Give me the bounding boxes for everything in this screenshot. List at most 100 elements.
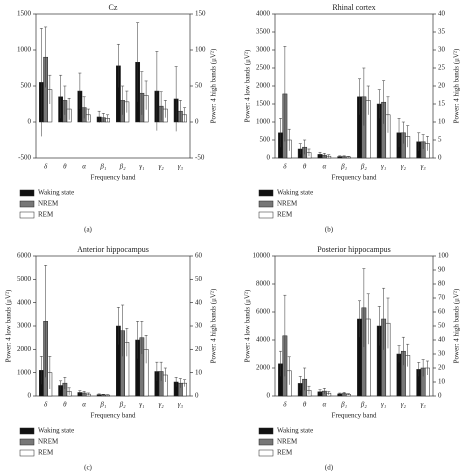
caption: (b) <box>325 226 334 234</box>
legend-swatch <box>258 427 274 435</box>
x-tick-label: γ₁ <box>139 401 144 409</box>
x-tick-label: δ <box>44 401 48 409</box>
y-tick-label: 2000 <box>17 345 32 353</box>
chart-title: Cz <box>109 3 118 12</box>
y-tick-label: 0 <box>267 154 271 162</box>
y-tick-label: 0 <box>267 392 271 400</box>
legend-swatch <box>19 449 35 457</box>
x-axis-label: Frequency band <box>91 174 136 182</box>
y2-tick-label: 0 <box>438 392 442 400</box>
y2-axis-label: Power: 4 high bands (μV²) <box>210 48 218 123</box>
x-tick-label: α <box>82 163 86 171</box>
x-axis-label: Frequency band <box>332 174 377 182</box>
y2-tick-label: 50 <box>195 82 203 90</box>
legend-swatch <box>258 438 274 446</box>
chart-title: Posterior hippocampus <box>317 245 391 254</box>
x-tick-label: β₁ <box>99 401 106 409</box>
x-tick-label: γ₂ <box>401 401 407 409</box>
y2-tick-label: 20 <box>195 345 203 353</box>
legend-label: NREM <box>38 200 59 208</box>
x-tick-label: γ₂ <box>159 401 165 409</box>
y-tick-label: 2000 <box>256 364 271 372</box>
y-axis-label: Power: 4 low bands (μV²) <box>244 49 252 122</box>
y2-tick-label: 0 <box>195 118 199 126</box>
y2-axis-label: Power: 4 high bands (μV²) <box>453 48 461 123</box>
y-axis-label: Power: 4 low bands (μV²) <box>244 289 252 362</box>
y2-tick-label: 80 <box>438 280 446 288</box>
y2-tick-label: 30 <box>438 350 446 358</box>
y-tick-label: 5000 <box>17 275 32 283</box>
y2-tick-label: 20 <box>438 364 446 372</box>
y-tick-label: 1000 <box>17 368 32 376</box>
legend-label: REM <box>277 211 293 219</box>
legend-swatch <box>258 200 274 208</box>
x-tick-label: γ₃ <box>178 163 184 171</box>
caption: (a) <box>84 226 92 234</box>
y-tick-label: 500 <box>260 136 271 144</box>
y2-tick-label: 90 <box>438 266 446 274</box>
y2-tick-label: 60 <box>438 308 446 316</box>
y-tick-label: 1000 <box>256 118 271 126</box>
y2-tick-label: 35 <box>438 28 446 36</box>
y2-tick-label: 10 <box>438 378 446 386</box>
legend-label: Waking state <box>277 427 313 435</box>
y2-tick-label: 0 <box>195 392 199 400</box>
legend-swatch <box>19 189 35 197</box>
y2-tick-label: 50 <box>195 275 203 283</box>
y2-tick-label: 150 <box>195 10 206 18</box>
y2-tick-label: 20 <box>438 82 446 90</box>
legend-label: REM <box>38 211 54 219</box>
y2-tick-label: -50 <box>195 154 205 162</box>
y2-tick-label: 50 <box>438 322 446 330</box>
x-tick-label: α <box>82 401 86 409</box>
x-tick-label: θ <box>63 163 67 171</box>
y2-tick-label: 100 <box>195 46 206 54</box>
legend-swatch <box>258 189 274 197</box>
x-tick-label: γ₁ <box>381 401 386 409</box>
y-axis-label: Power: 4 low bands (μV²) <box>5 289 13 362</box>
x-tick-label: α <box>323 163 327 171</box>
chart-title: Rhinal cortex <box>332 3 375 12</box>
y-tick-label: 4000 <box>17 298 32 306</box>
y-tick-label: 3500 <box>256 28 271 36</box>
y2-axis-label: Power: 4 high bands (μV²) <box>210 288 218 363</box>
y-tick-label: 10000 <box>253 252 271 260</box>
y2-tick-label: 5 <box>438 136 442 144</box>
x-tick-label: β₂ <box>360 163 367 171</box>
y2-tick-label: 60 <box>195 252 203 260</box>
y-tick-label: 0 <box>28 392 32 400</box>
y-tick-label: 0 <box>28 118 32 126</box>
y-tick-label: 1500 <box>17 10 32 18</box>
x-axis-label: Frequency band <box>91 412 136 420</box>
y2-tick-label: 30 <box>195 322 203 330</box>
x-tick-label: γ₁ <box>381 163 386 171</box>
y2-tick-label: 30 <box>438 46 446 54</box>
x-tick-label: γ₁ <box>139 163 144 171</box>
y2-tick-label: 15 <box>438 100 446 108</box>
legend-label: Waking state <box>38 427 74 435</box>
y2-tick-label: 70 <box>438 294 446 302</box>
x-tick-label: δ <box>44 163 48 171</box>
y-tick-label: 3000 <box>17 322 32 330</box>
y2-tick-label: 25 <box>438 64 446 72</box>
x-tick-label: γ₂ <box>401 163 407 171</box>
x-tick-label: θ <box>303 163 307 171</box>
plot-frame <box>35 13 191 159</box>
y-tick-label: 6000 <box>256 308 271 316</box>
legend-label: NREM <box>277 438 298 446</box>
legend-label: NREM <box>38 438 59 446</box>
y2-tick-label: 100 <box>438 252 449 260</box>
legend-label: REM <box>277 449 293 457</box>
legend-swatch <box>19 427 35 435</box>
y2-tick-label: 40 <box>195 298 203 306</box>
x-tick-label: α <box>323 401 327 409</box>
x-tick-label: β₂ <box>360 401 367 409</box>
x-tick-label: θ <box>63 401 67 409</box>
x-tick-label: β₂ <box>119 163 126 171</box>
legend-label: Waking state <box>277 189 313 197</box>
x-tick-label: γ₃ <box>421 163 427 171</box>
y-tick-label: 3000 <box>256 46 271 54</box>
x-tick-label: γ₂ <box>159 163 165 171</box>
caption: (d) <box>325 464 334 472</box>
caption: (c) <box>84 464 92 472</box>
